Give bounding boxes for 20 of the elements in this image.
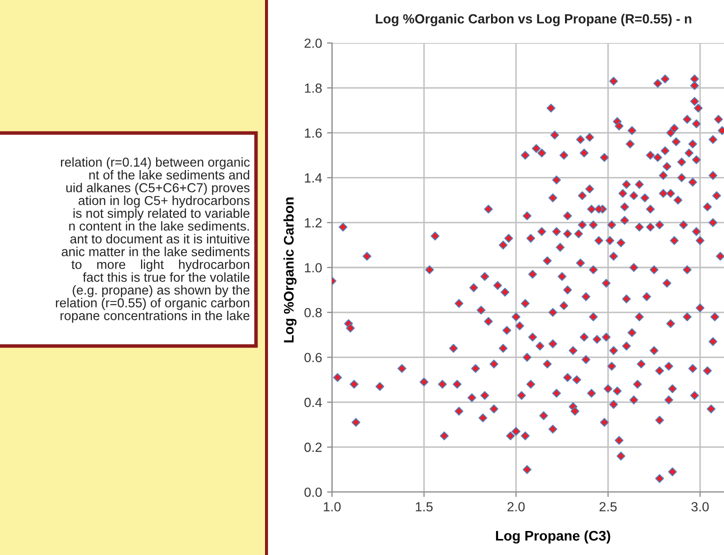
- x-tick-label: 2.5: [600, 502, 617, 512]
- y-tick-label: 1.4: [304, 173, 322, 182]
- x-tick-label: 3.0: [691, 502, 709, 512]
- text: relation (r=0.14) between organic nt of the lake sediments and uid alkanes (C5+C6+C7) proves ation in log C5+ hydrocarbons is not simply related to variable n content in the lake sediments. ant to document as it is intuitive anic matter in the lake sediments to more light hydrocarbon fact this is true for the volatile (e.g. propane) as shown by the relation (r=0.55) of organic carbon ropane concentrations in the lake: [56, 157, 250, 323]
- y-tick-label: 2.0: [304, 38, 322, 48]
- x-tick-label: 1.0: [324, 502, 341, 512]
- y-tick-label: 0.6: [304, 352, 322, 362]
- x-tick-label: 1.5: [416, 502, 433, 512]
- y-tick-label: 1.6: [304, 128, 322, 138]
- y-tick-label: 1.2: [304, 218, 322, 228]
- x-axis-title: Log Propane (C3): [496, 530, 610, 544]
- y-tick-label: 0.8: [304, 308, 322, 318]
- y-tick-label: 0.0: [304, 488, 322, 497]
- x-tick-label: 2.0: [508, 502, 525, 512]
- y-tick-label: 0.4: [304, 398, 322, 408]
- y-axis-title: Log %Organic Carbon: [283, 198, 297, 342]
- y-tick-label: 0.2: [304, 442, 322, 452]
- y-tick-label: 1.8: [304, 83, 322, 93]
- y-tick-label: 1.0: [304, 263, 322, 272]
- chart-title: Log %Organic Carbon vs Log Propane (R=0.55) - n: [376, 14, 692, 26]
